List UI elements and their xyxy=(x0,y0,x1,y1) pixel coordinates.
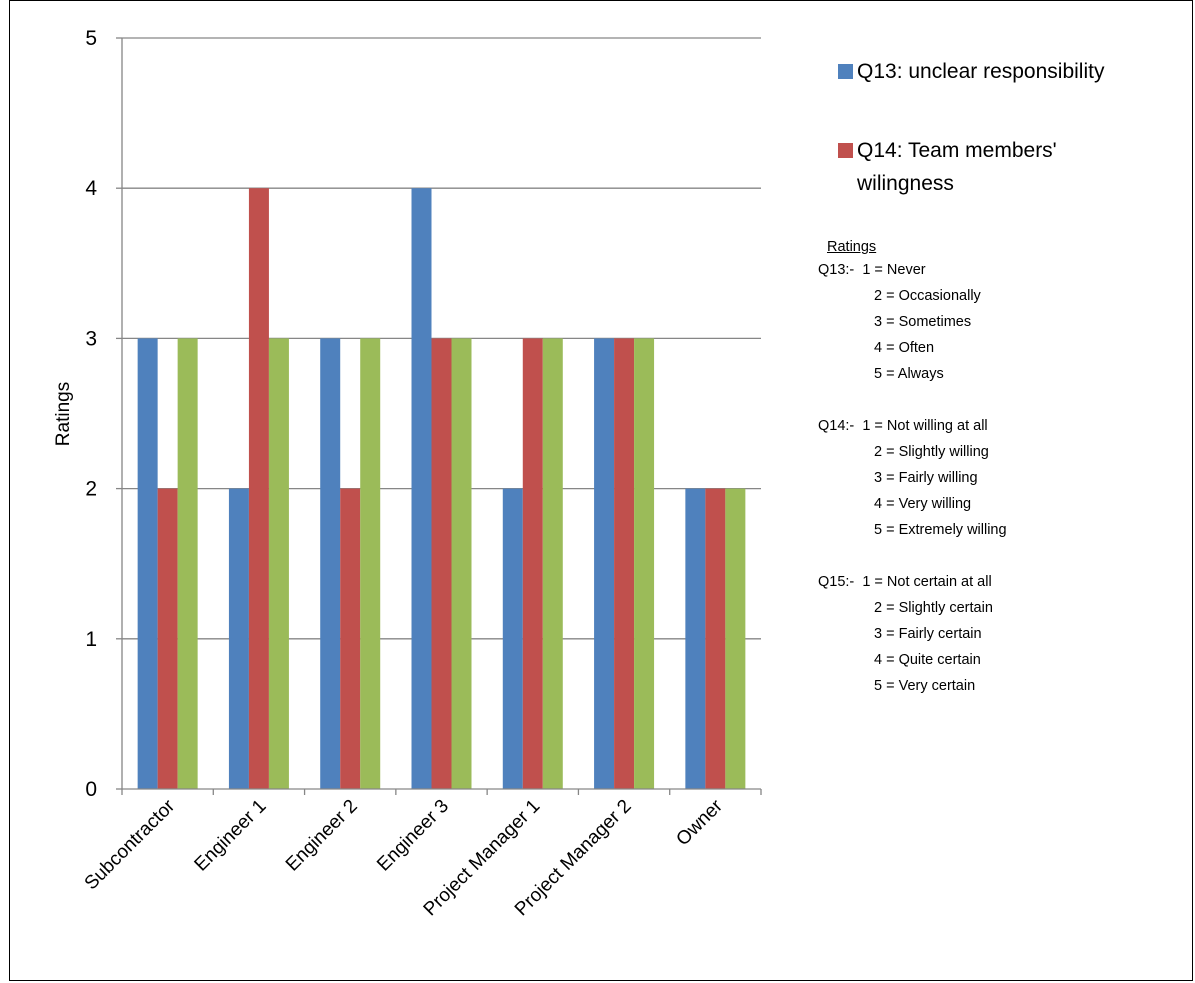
ratings-line: 2 = Occasionally xyxy=(818,283,1007,309)
bar-2-engineer-1 xyxy=(248,188,269,789)
bar-2-engineer-3 xyxy=(431,338,452,789)
ratings-line: 3 = Fairly willing xyxy=(818,465,1007,491)
bar-3-engineer-1 xyxy=(268,338,289,789)
y-tick-label: 0 xyxy=(85,778,97,801)
ratings-line: 5 = Always xyxy=(818,361,1007,387)
ratings-heading: Ratings xyxy=(827,239,877,255)
bar-1-subcontractor xyxy=(137,338,158,789)
legend-item-q13: Q13: unclear responsibility xyxy=(838,55,1104,88)
ratings-text: 1 = Never xyxy=(854,262,926,278)
bar-1-engineer-1 xyxy=(228,488,249,789)
ratings-line: 2 = Slightly certain xyxy=(818,595,1007,621)
ratings-group-1: Q14:- 1 = Not willing at all 2 = Slightly… xyxy=(818,413,1007,543)
ratings-text: 2 = Occasionally xyxy=(874,288,981,304)
y-axis-label: Ratings xyxy=(53,382,74,446)
y-tick-label: 3 xyxy=(85,327,97,350)
bar-1-engineer-3 xyxy=(411,188,432,789)
bar-1-project-manager-2 xyxy=(594,338,615,789)
ratings-line: 4 = Often xyxy=(818,335,1007,361)
ratings-line: Q15:- 1 = Not certain at all xyxy=(818,569,1007,595)
x-tick-label: Engineer 1 xyxy=(191,796,271,876)
y-tick-label: 5 xyxy=(85,27,97,50)
x-tick-label: Owner xyxy=(672,795,727,850)
ratings-prefix: Q13:- xyxy=(818,262,855,278)
legend-swatch-q13 xyxy=(838,64,853,79)
x-tick-label: Subcontractor xyxy=(81,795,180,894)
legend-swatch-q14 xyxy=(838,143,853,158)
ratings-prefix: Q14:- xyxy=(818,418,855,434)
ratings-prefix: Q15:- xyxy=(818,574,855,590)
bar-3-project-manager-2 xyxy=(634,338,655,789)
ratings-notes: Ratings Q13:- 1 = Never 2 = Occasionally 3… xyxy=(818,237,1007,699)
ratings-text: 1 = Not willing at all xyxy=(854,418,988,434)
ratings-text: 5 = Always xyxy=(874,366,944,382)
x-tick-label: Engineer 3 xyxy=(373,796,453,876)
ratings-group-2: Q15:- 1 = Not certain at all 2 = Slightly… xyxy=(818,569,1007,699)
bar-3-engineer-3 xyxy=(451,338,472,789)
ratings-line: 3 = Fairly certain xyxy=(818,621,1007,647)
ratings-text: 5 = Very certain xyxy=(874,678,976,694)
ratings-line: 4 = Very willing xyxy=(818,491,1007,517)
axes xyxy=(116,37,762,795)
ratings-line: Q13:- 1 = Never xyxy=(818,257,1007,283)
legend-label-q14: Q14: Team members' xyxy=(857,139,1057,162)
bars xyxy=(137,188,746,789)
bar-1-engineer-2 xyxy=(320,338,341,789)
ratings-line: 4 = Quite certain xyxy=(818,647,1007,673)
bar-3-owner xyxy=(725,488,746,789)
bar-2-subcontractor xyxy=(157,488,178,789)
ratings-text: 4 = Quite certain xyxy=(874,652,981,668)
ratings-line: 5 = Very certain xyxy=(818,673,1007,699)
ratings-text: 4 = Very willing xyxy=(874,496,972,512)
ratings-line: 5 = Extremely willing xyxy=(818,517,1007,543)
bar-3-engineer-2 xyxy=(360,338,381,789)
y-tick-label: 4 xyxy=(85,177,97,200)
ratings-text: 1 = Not certain at all xyxy=(854,574,992,590)
y-tick-label: 1 xyxy=(85,628,97,651)
bar-2-owner xyxy=(705,488,726,789)
bar-1-project-manager-1 xyxy=(502,488,523,789)
bar-2-project-manager-1 xyxy=(522,338,543,789)
bar-3-subcontractor xyxy=(177,338,198,789)
x-tick-label: Engineer 2 xyxy=(282,796,362,876)
ratings-text: 3 = Fairly willing xyxy=(874,470,978,486)
legend-label-q14-line2: wilingness xyxy=(857,172,954,195)
ratings-line: 2 = Slightly willing xyxy=(818,439,1007,465)
bar-1-owner xyxy=(685,488,706,789)
ratings-line: 3 = Sometimes xyxy=(818,309,1007,335)
bar-2-engineer-2 xyxy=(340,488,361,789)
ratings-text: 4 = Often xyxy=(874,340,935,356)
y-tick-label: 2 xyxy=(85,478,97,501)
bar-2-project-manager-2 xyxy=(614,338,635,789)
ratings-group-0: Q13:- 1 = Never 2 = Occasionally 3 = Somet… xyxy=(818,257,1007,387)
ratings-text: 2 = Slightly certain xyxy=(874,600,993,616)
legend-item-q14: Q14: Team members' wilingness xyxy=(838,134,1057,200)
ratings-text: 2 = Slightly willing xyxy=(874,444,989,460)
bar-3-project-manager-1 xyxy=(542,338,563,789)
ratings-text: 5 = Extremely willing xyxy=(874,522,1007,538)
legend-label-q13: Q13: unclear responsibility xyxy=(857,60,1105,83)
ratings-text: 3 = Fairly certain xyxy=(874,626,982,642)
ratings-text: 3 = Sometimes xyxy=(874,314,972,330)
ratings-line: Q14:- 1 = Not willing at all xyxy=(818,413,1007,439)
